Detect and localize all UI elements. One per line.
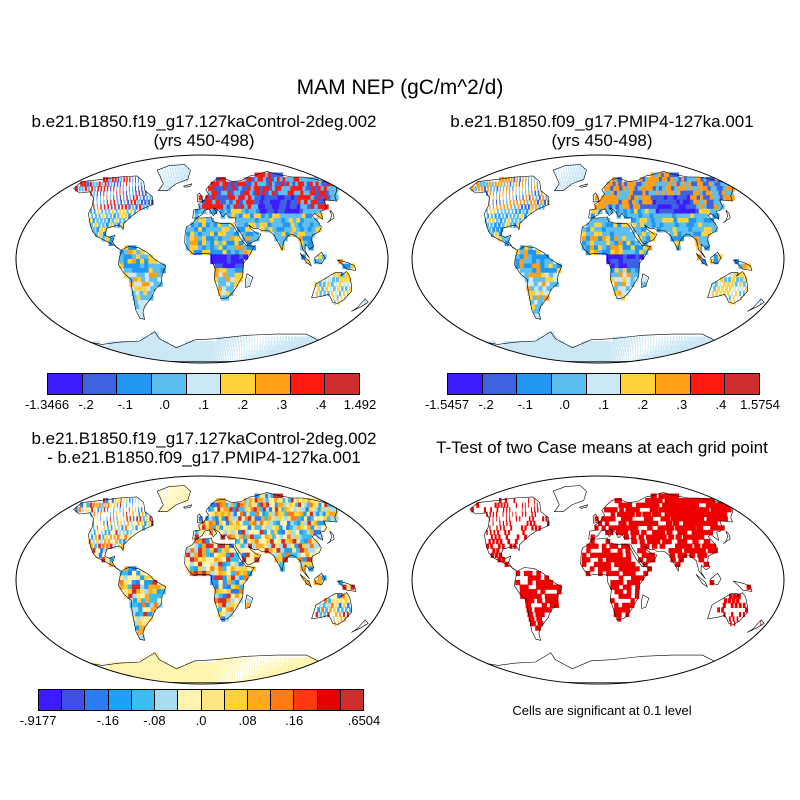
colorbar-tick-label: .08	[238, 713, 257, 728]
colorbar-swatch	[294, 690, 318, 710]
colorbar-difference-labels: -.9177 -.16 -.08 .0 .08 .16 .6504	[20, 713, 381, 729]
colorbar-swatch	[256, 374, 291, 394]
colorbar-swatch	[85, 690, 109, 710]
colorbar-tick-label: -1.3466	[24, 397, 70, 412]
colorbar-control	[47, 373, 360, 395]
colorbar-tick-label: .0	[558, 397, 570, 412]
colorbar-tick-label: .0	[195, 713, 207, 728]
colorbar-swatch	[62, 690, 86, 710]
colorbar-tick-label: .16	[285, 713, 304, 728]
colorbar-swatch	[317, 690, 341, 710]
colorbar-swatch	[517, 374, 553, 394]
colorbar-swatch	[482, 374, 518, 394]
colorbar-tick-label: -1.5457	[424, 397, 470, 412]
colorbar-swatch	[552, 374, 587, 394]
colorbar-swatch	[178, 690, 202, 710]
panel-3-title-line2: - b.e21.B1850.f09_g17.PMIP4-127ka.001	[47, 448, 361, 467]
map-border	[411, 475, 785, 685]
colorbar-tick-label: .4	[715, 397, 727, 412]
colorbar-tick-label: -.9177	[19, 713, 57, 728]
map-difference	[15, 475, 389, 685]
colorbar-tick-label: .1	[598, 397, 609, 412]
colorbar-tick-label: .3	[276, 397, 288, 412]
colorbar-swatch	[621, 374, 657, 394]
colorbar-swatch	[48, 374, 83, 394]
land-cells	[471, 493, 762, 631]
colorbar-tick-label: .4	[315, 397, 327, 412]
colorbar-tick-label: .6504	[347, 713, 381, 728]
map-border	[15, 475, 389, 685]
colorbar-swatch	[725, 374, 760, 394]
colorbar-tick-label: .2	[637, 397, 649, 412]
colorbar-tick-label: -.08	[143, 713, 166, 728]
colorbar-swatch	[186, 374, 222, 394]
colorbar-swatch	[117, 374, 153, 394]
colorbar-swatch	[340, 690, 364, 710]
colorbar-swatch	[247, 690, 272, 710]
colorbar-tick-label: .1	[198, 397, 209, 412]
panel-1-title: b.e21.B1850.f19_g17.127kaControl-2deg.00…	[8, 112, 400, 150]
colorbar-swatch	[271, 690, 295, 710]
coastlines	[469, 485, 765, 683]
colorbar-swatch	[152, 374, 187, 394]
colorbar-tick-label: -.1	[517, 397, 533, 412]
colorbar-swatch	[290, 374, 326, 394]
coastlines	[73, 164, 369, 362]
colorbar-swatch	[131, 690, 156, 710]
panel-3-title-line1: b.e21.B1850.f19_g17.127kaControl-2deg.00…	[31, 429, 377, 448]
colorbar-swatch	[82, 374, 118, 394]
colorbar-swatch	[224, 690, 248, 710]
panel-2-title: b.e21.B1850.f09_g17.PMIP4-127ka.001 (yrs…	[404, 112, 800, 150]
colorbar-tick-label: 1.5754	[740, 397, 780, 412]
colorbar-difference	[38, 689, 364, 711]
map-control	[15, 154, 389, 364]
panel-4-title: T-Test of two Case means at each grid po…	[404, 438, 800, 457]
colorbar-swatch	[108, 690, 132, 710]
colorbar-tick-label: -.1	[117, 397, 133, 412]
panel-3-title: b.e21.B1850.f19_g17.127kaControl-2deg.00…	[8, 429, 400, 467]
colorbar-swatch	[586, 374, 622, 394]
colorbar-pmip4-labels: -1.5457 -.2 -.1 .0 .1 .2 .3 .4 1.5754	[425, 397, 780, 413]
colorbar-tick-label: .3	[676, 397, 688, 412]
figure-title: MAM NEP (gC/m^2/d)	[296, 76, 504, 99]
panel-1-title-line1: b.e21.B1850.f19_g17.127kaControl-2deg.00…	[31, 112, 377, 131]
map-pmip4	[411, 154, 785, 364]
colorbar-swatch	[155, 690, 179, 710]
colorbar-tick-label: .0	[158, 397, 170, 412]
map-ttest	[411, 475, 785, 685]
map-border	[411, 154, 785, 364]
map-border	[15, 154, 389, 364]
colorbar-control-labels: -1.3466 -.2 -.1 .0 .1 .2 .3 .4 1.492	[25, 397, 376, 413]
panel-2-title-line2: (yrs 450-498)	[551, 131, 653, 150]
panel-4-title-line1: T-Test of two Case means at each grid po…	[436, 438, 768, 457]
colorbar-tick-label: -.2	[78, 397, 94, 412]
colorbar-swatch	[325, 374, 360, 394]
colorbar-tick-label: -.16	[96, 713, 120, 728]
colorbar-tick-label: 1.492	[343, 397, 377, 412]
colorbar-swatch	[448, 374, 483, 394]
colorbar-tick-label: -.2	[478, 397, 494, 412]
colorbar-pmip4	[447, 373, 760, 395]
colorbar-swatch	[656, 374, 691, 394]
significance-note: Cells are significant at 0.1 level	[512, 703, 692, 718]
colorbar-swatch	[690, 374, 726, 394]
colorbar-swatch	[221, 374, 257, 394]
panel-1-title-line2: (yrs 450-498)	[153, 131, 255, 150]
colorbar-swatch	[39, 690, 63, 710]
colorbar-swatch	[201, 690, 225, 710]
panel-2-title-line1: b.e21.B1850.f09_g17.PMIP4-127ka.001	[450, 112, 754, 131]
colorbar-tick-label: .2	[237, 397, 249, 412]
